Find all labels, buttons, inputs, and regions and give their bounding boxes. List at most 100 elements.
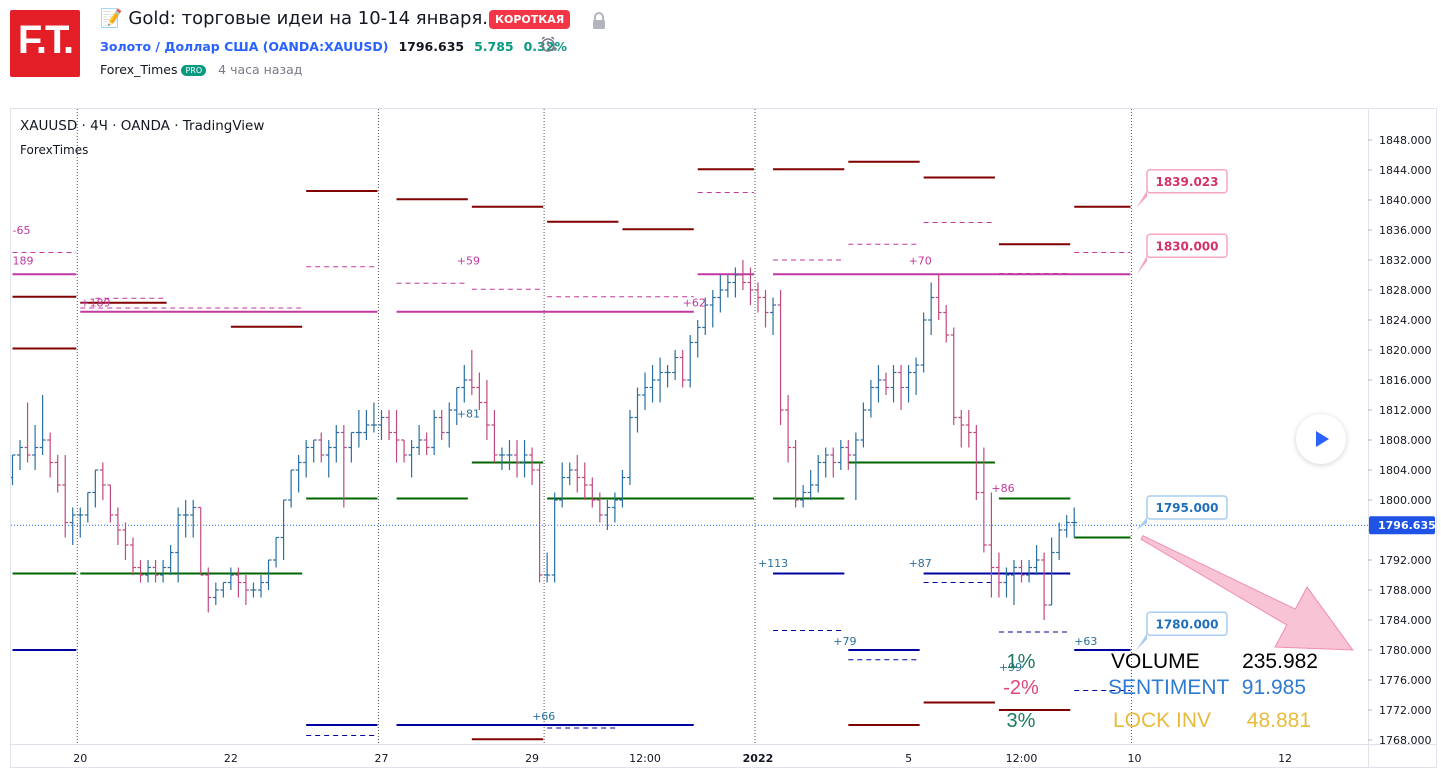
alarm-icon[interactable]	[540, 36, 558, 54]
level-label: +99	[999, 661, 1022, 674]
price-tick-label: 1808.000	[1379, 434, 1432, 447]
ohlc-bar	[837, 440, 844, 470]
symbol-link[interactable]: Золото / Доллар США (OANDA:XAUUSD)	[100, 39, 389, 54]
level-label: -65	[13, 224, 31, 237]
ohlc-bar	[815, 455, 822, 493]
last-price: 1796.635	[398, 39, 465, 54]
time-tick-label: 29	[525, 752, 539, 765]
ohlc-bar	[581, 462, 588, 500]
time-tick-label: 12	[1278, 752, 1292, 765]
ohlc-bar	[1026, 560, 1033, 583]
play-icon	[1316, 431, 1329, 447]
ohlc-bar	[529, 447, 536, 485]
ohlc-bar	[39, 395, 46, 455]
ohlc-bar	[318, 432, 325, 463]
stat-percent: 3%	[1007, 710, 1036, 732]
ohlc-bar	[114, 507, 121, 545]
ohlc-bar	[1063, 515, 1070, 538]
author-name[interactable]: Forex_Times	[100, 62, 178, 77]
ohlc-bar	[461, 365, 468, 403]
forex-times-logo[interactable]: F.T.	[10, 10, 80, 77]
ohlc-bar	[1010, 560, 1017, 605]
plot-area: -65 189 +189 +59 +62 +70 +86 +81 +113 +87 +79 +63 +6…	[11, 109, 1368, 744]
lock-icon	[593, 12, 605, 29]
ohlc-bar	[416, 425, 423, 455]
ohlc-bar	[423, 432, 430, 455]
price-tick-label: 1792.000	[1379, 554, 1432, 567]
play-replay-button[interactable]	[1296, 414, 1346, 464]
ohlc-bar	[762, 290, 769, 328]
ohlc-bar	[498, 447, 505, 470]
ohlc-bar	[378, 410, 385, 440]
ohlc-bar	[280, 499, 287, 560]
ohlc-bar	[928, 282, 935, 335]
level-label: +87	[909, 557, 932, 570]
ohlc-bar	[69, 507, 76, 545]
ohlc-bar	[182, 500, 189, 538]
ohlc-bar	[905, 365, 912, 403]
ohlc-bar	[807, 470, 814, 500]
ohlc-bar	[310, 439, 317, 463]
price-change: 5.785	[474, 39, 514, 54]
author-line: Forex_Times PRO 4 часа назад	[100, 62, 302, 77]
level-label: +62	[683, 297, 706, 310]
ohlc-bar	[619, 470, 626, 508]
ohlc-bar	[935, 275, 942, 320]
level-label: +70	[909, 255, 932, 268]
ohlc-bar	[1056, 522, 1063, 560]
callout-pointer	[1136, 517, 1147, 530]
ohlc-bar	[506, 440, 513, 470]
indicator-row: SENTIMENT 91.985	[1108, 676, 1306, 699]
chart-symbol-header: XAUUSD · 4Ч · OANDA · TradingView	[20, 118, 265, 134]
ohlc-bar	[303, 440, 310, 478]
ohlc-bar	[634, 387, 641, 433]
ohlc-bar	[295, 455, 302, 493]
ohlc-bar	[514, 440, 521, 478]
ohlc-bar	[348, 431, 355, 463]
chart-frame[interactable]	[10, 108, 1437, 768]
price-change-pct: 0.32%	[523, 39, 567, 54]
callout-pointer	[1136, 190, 1147, 208]
ohlc-bar	[265, 559, 272, 590]
price-tick-label: 1848.000	[1379, 134, 1432, 147]
time-tick-label: 2022	[743, 752, 774, 765]
ohlc-bar	[393, 410, 400, 463]
ohlc-bar	[717, 275, 724, 313]
callout-box	[1146, 169, 1228, 194]
ohlc-bar	[596, 492, 603, 523]
ohlc-bar	[220, 581, 227, 598]
ohlc-bar	[99, 462, 106, 500]
ohlc-bar	[882, 372, 889, 395]
indicator-name: VOLUME	[1111, 650, 1200, 673]
indicator-value: 48.881	[1247, 709, 1311, 732]
ohlc-bar	[205, 567, 212, 613]
level-label: +86	[991, 482, 1014, 495]
short-badge: КОРОТКАЯ	[489, 10, 571, 29]
ohlc-bar	[1003, 567, 1010, 598]
stat-percent: 1%	[1007, 651, 1036, 673]
ohlc-bar	[453, 386, 460, 425]
ohlc-bar	[122, 522, 129, 560]
callout-pointer	[1136, 255, 1147, 275]
callout-value: 1839.023	[1155, 175, 1218, 189]
ohlc-bar	[77, 507, 84, 538]
ohlc-bar	[1048, 537, 1055, 606]
ohlc-bar	[11, 454, 16, 485]
ohlc-bar	[333, 425, 340, 463]
indicator-row: LOCK INV 48.881	[1113, 709, 1311, 732]
price-tick-label: 1828.000	[1379, 284, 1432, 297]
time-tick-label: 20	[73, 752, 87, 765]
ohlc-bar	[852, 432, 859, 500]
ohlc-bar	[875, 365, 882, 403]
level-label: +113	[758, 557, 788, 570]
idea-title-text: Gold: торговые идеи на 10-14 января.	[128, 8, 488, 29]
ohlc-bar	[197, 506, 204, 576]
stat-percent: -2%	[1003, 677, 1039, 699]
ohlc-bar	[724, 275, 731, 298]
ohlc-bar	[491, 410, 498, 463]
ohlc-bar	[830, 447, 837, 478]
ohlc-bar	[657, 357, 664, 403]
time-tick-label: 27	[374, 752, 388, 765]
indicator-value: 91.985	[1242, 676, 1306, 699]
